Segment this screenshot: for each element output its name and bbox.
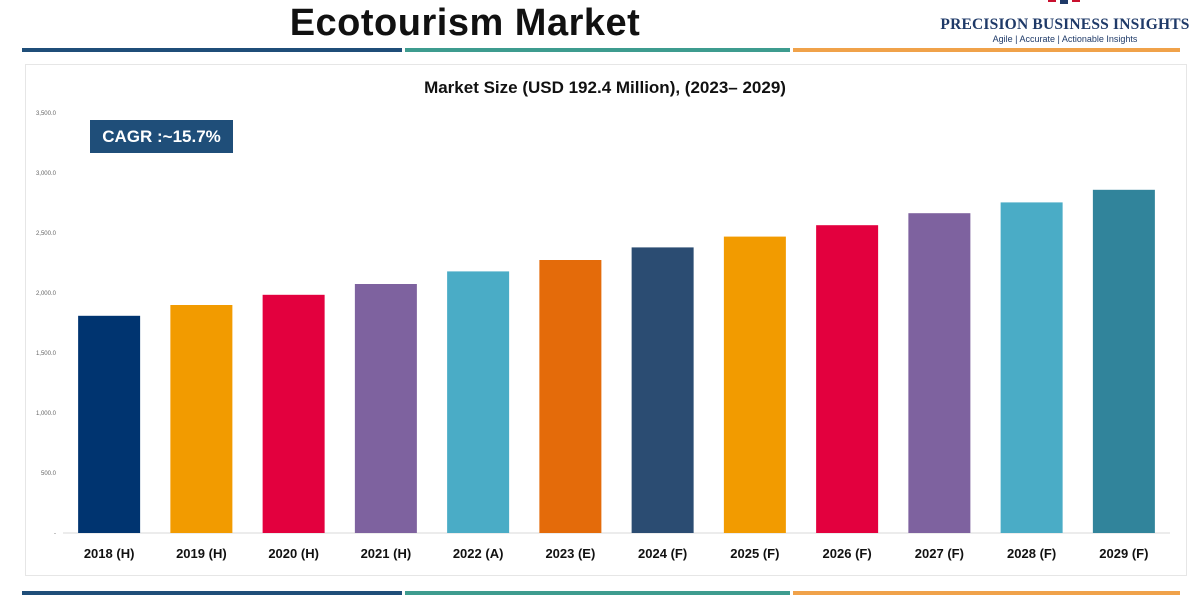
y-tick-label: 500.0	[41, 471, 57, 477]
y-tick-label: 3,500.0	[36, 111, 57, 117]
brand-logo: PRECISION BUSINESS INSIGHTS Agile | Accu…	[930, 0, 1200, 48]
header-divider-teal	[405, 48, 790, 52]
bar	[723, 236, 786, 533]
x-tick-label: 2025 (F)	[730, 546, 779, 561]
bar	[816, 225, 879, 533]
bar	[78, 315, 141, 533]
brand-name: PRECISION BUSINESS INSIGHTS	[940, 16, 1190, 33]
x-tick-label: 2021 (H)	[361, 546, 412, 561]
bar	[354, 284, 417, 533]
y-tick-label: -	[54, 531, 56, 537]
header-divider-orange	[793, 48, 1180, 52]
footer-divider-navy	[22, 591, 402, 595]
x-tick-label: 2020 (H)	[268, 546, 319, 561]
page-title: Ecotourism Market	[289, 2, 641, 44]
bar	[539, 260, 602, 533]
cagr-badge: CAGR :~15.7%	[90, 120, 233, 153]
x-tick-label: 2024 (F)	[638, 546, 687, 561]
y-tick-label: 1,000.0	[36, 411, 57, 417]
x-tick-label: 2018 (H)	[84, 546, 135, 561]
x-tick-label: 2022 (A)	[453, 546, 504, 561]
x-tick-label: 2023 (E)	[545, 546, 595, 561]
bar	[447, 271, 510, 533]
footer-divider-orange	[793, 591, 1180, 595]
y-tick-label: 2,000.0	[36, 291, 57, 297]
x-tick-label: 2028 (F)	[1007, 546, 1056, 561]
brand-tagline: Agile | Accurate | Actionable Insights	[992, 34, 1138, 44]
y-tick-label: 1,500.0	[36, 351, 57, 357]
bar	[908, 213, 971, 533]
chart-title: Market Size (USD 192.4 Million), (2023– …	[424, 78, 786, 97]
y-tick-label: 3,000.0	[36, 171, 57, 177]
footer-divider-teal	[405, 591, 790, 595]
x-tick-label: 2027 (F)	[915, 546, 964, 561]
bar	[1000, 202, 1063, 533]
x-tick-label: 2029 (F)	[1099, 546, 1148, 561]
x-tick-label: 2019 (H)	[176, 546, 227, 561]
bar	[262, 294, 325, 533]
bar	[631, 247, 694, 533]
y-tick-label: 2,500.0	[36, 231, 57, 237]
brand-mark-icon	[1048, 0, 1080, 4]
bar	[1092, 189, 1155, 534]
x-tick-label: 2026 (F)	[823, 546, 872, 561]
header-divider-navy	[22, 48, 402, 52]
bar	[170, 305, 233, 533]
